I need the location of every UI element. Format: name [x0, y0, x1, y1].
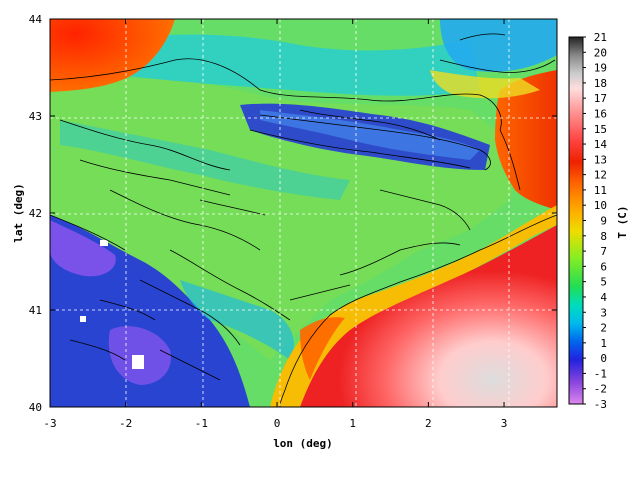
colorbar — [568, 36, 584, 405]
colorbar-tick-label: 20 — [594, 46, 607, 59]
colorbar-tick-label: -2 — [594, 383, 607, 396]
x-tick-label: -2 — [119, 417, 132, 430]
x-tick-label: -1 — [195, 417, 208, 430]
colorbar-tick-label: 4 — [600, 291, 607, 304]
colorbar-tick-label: 8 — [600, 230, 607, 243]
coastal-transition-band — [270, 205, 557, 407]
x-tick-label: 3 — [501, 417, 508, 430]
x-tick-label: 2 — [425, 417, 432, 430]
y-tick-label: 41 — [29, 304, 42, 317]
x-axis: -3 -2 -1 0 1 2 3 — [43, 19, 507, 430]
colorbar-tick-label: 0 — [600, 352, 607, 365]
cyan-central-strip — [60, 120, 350, 200]
northeast-yellow-band — [430, 70, 540, 99]
x-tick-label: 0 — [274, 417, 281, 430]
colorbar-tick-label: 1 — [600, 337, 607, 350]
y-tick-label: 44 — [29, 13, 43, 26]
colorbar-tick-label: 13 — [594, 153, 607, 166]
colorbar-tick-label: 3 — [600, 306, 607, 319]
colorbar-tick-label: 11 — [594, 184, 607, 197]
colorbar-tick-label: 7 — [600, 245, 607, 258]
sea-northwest — [50, 19, 175, 92]
colorbar-tick-label: 10 — [594, 199, 607, 212]
cyan-band-north — [120, 34, 480, 96]
colorbar-tick-label: 9 — [600, 215, 607, 228]
colorbar-tick-label: 14 — [594, 138, 608, 151]
pyrenees-ridge-light — [260, 110, 480, 160]
x-tick-label: 1 — [349, 417, 356, 430]
colorbar-tick-label: 2 — [600, 322, 607, 335]
cyan-band-south — [180, 280, 294, 360]
y-tick-label: 43 — [29, 110, 42, 123]
y-tick-label: 42 — [29, 207, 42, 220]
colorbar-tick-label: 17 — [594, 92, 607, 105]
sea-mediterranean — [300, 225, 557, 407]
y-axis: 40 41 42 43 44 — [29, 13, 557, 414]
y-axis-title: lat (deg) — [12, 183, 25, 243]
colorbar-tick-label: 15 — [594, 123, 607, 136]
snow-patch-1 — [132, 355, 144, 369]
sea-ebro-delta-orange — [300, 317, 345, 380]
purple-patch-west — [50, 220, 116, 277]
colorbar-tick-label: 5 — [600, 276, 607, 289]
colorbar-tick-label: 19 — [594, 62, 607, 75]
colorbar-title: T (C) — [616, 205, 629, 238]
colorbar-tick-label: -1 — [594, 367, 607, 380]
colorbar-tick-label: 12 — [594, 169, 607, 182]
northeast-cold-corner — [440, 19, 557, 72]
y-tick-label: 40 — [29, 401, 42, 414]
x-tick-label: -3 — [43, 417, 56, 430]
colorbar-tick-label: 6 — [600, 260, 607, 273]
colorbar-tick-label: 21 — [594, 31, 607, 44]
colorbar-tick-label: 18 — [594, 77, 607, 90]
colorbar-tick-label: -3 — [594, 398, 607, 411]
x-axis-title: lon (deg) — [273, 437, 333, 450]
map-plot-area — [50, 19, 557, 407]
colorbar-tick-label: 16 — [594, 107, 607, 120]
sea-northeast — [495, 70, 557, 210]
snow-patch-3 — [80, 316, 86, 322]
grid-lines — [50, 19, 557, 407]
contour-lines — [50, 33, 557, 407]
snow-patch-2 — [100, 240, 108, 246]
